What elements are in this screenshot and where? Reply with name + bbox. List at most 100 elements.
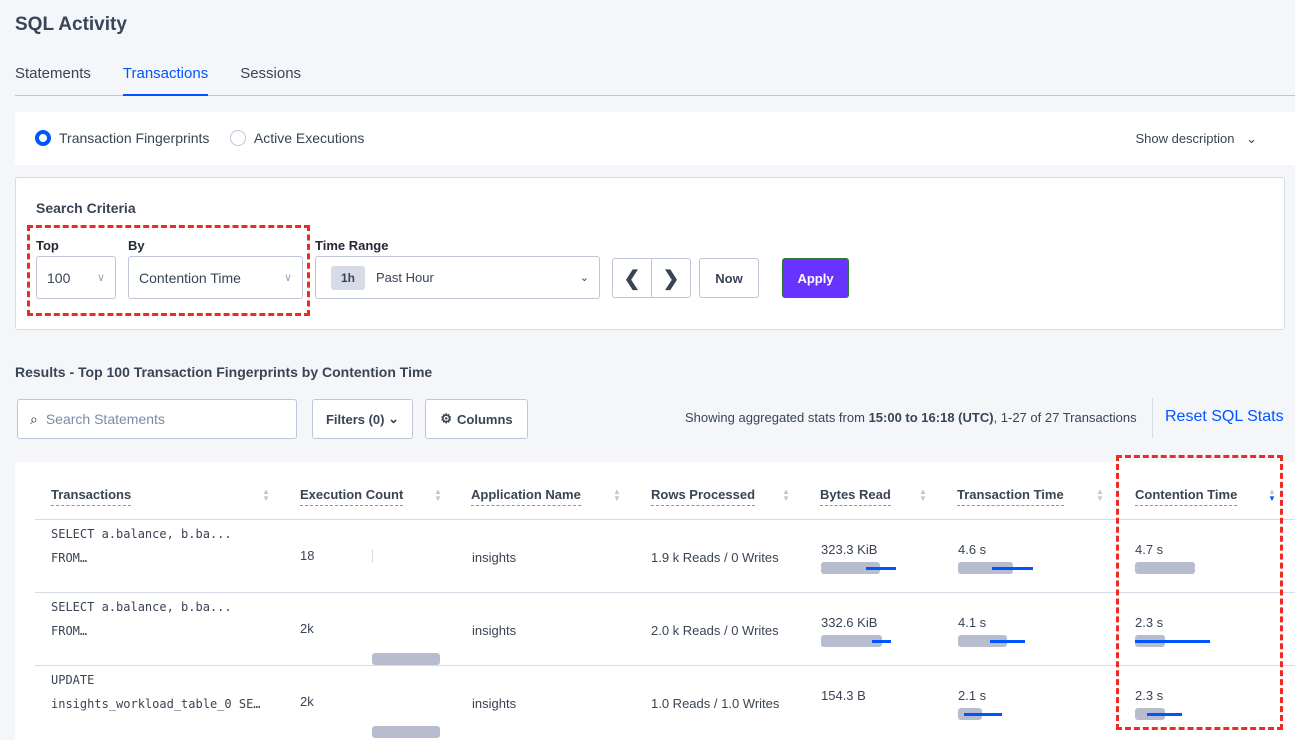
mean-bar <box>1135 562 1195 574</box>
radio-label: Transaction Fingerprints <box>59 130 210 146</box>
column-header[interactable]: Contention Time <box>1135 487 1238 506</box>
show-description-label: Show description <box>1135 131 1235 146</box>
stddev-line <box>1135 640 1211 643</box>
sort-icon[interactable]: ▲ ▼ <box>919 487 927 503</box>
application-name: insights <box>472 550 517 565</box>
transaction-query-line1[interactable]: UPDATE <box>51 673 95 687</box>
highlight-top-by <box>27 225 310 316</box>
mean-bar <box>958 635 1007 647</box>
contention-time: 2.3 s <box>1135 688 1164 703</box>
show-description-toggle[interactable]: Show description ⌄ <box>1135 131 1257 147</box>
stddev-line <box>990 640 1026 643</box>
chevron-right-icon: ❯ <box>662 267 680 290</box>
radio-label: Active Executions <box>253 130 365 146</box>
tab-statements[interactable]: Statements <box>15 65 91 82</box>
highlight-contention-time <box>1116 455 1283 730</box>
chevron-down-icon: ⌄ <box>388 411 400 426</box>
top-select[interactable]: 100 ∨ <box>36 256 116 299</box>
columns-button[interactable]: ⚙ Columns <box>425 399 528 439</box>
filters-button[interactable]: Filters (0) ⌄ <box>312 399 413 439</box>
apply-button[interactable]: Apply <box>782 258 849 298</box>
reset-sql-stats-link[interactable]: Reset SQL Stats <box>1165 408 1284 425</box>
view-selector: Transaction Fingerprints Active Executio… <box>15 112 1295 165</box>
table-row[interactable]: UPDATE insights_workload_table_0 SE… 2k ins… <box>35 665 1295 738</box>
sort-icon[interactable]: ▲ ▼ <box>434 487 442 503</box>
rows-processed: 1.9 k Reads / 0 Writes <box>651 550 779 565</box>
columns-label: Columns <box>457 411 513 427</box>
stats-summary: Showing aggregated stats from 15:00 to 1… <box>685 410 1137 425</box>
time-range-select[interactable]: 1h Past Hour ⌄ <box>315 256 600 299</box>
search-criteria-panel <box>15 177 1285 330</box>
time-range-label: Time Range <box>315 238 389 253</box>
transaction-query-line1[interactable]: SELECT a.balance, b.ba... <box>51 527 232 541</box>
results-heading: Results - Top 100 Transaction Fingerprin… <box>15 364 433 380</box>
application-name: insights <box>472 696 517 711</box>
radio-transaction-fingerprints[interactable]: Transaction Fingerprints <box>35 130 209 146</box>
sort-icon[interactable]: ▲ ▼ <box>1096 487 1104 503</box>
stddev-line <box>1147 713 1183 716</box>
page-title: SQL Activity <box>15 14 127 35</box>
execution-count: 2k <box>300 694 314 709</box>
sort-icon[interactable]: ▲ ▼ <box>1268 487 1276 503</box>
previous-time-button[interactable]: ❮ <box>612 258 652 298</box>
column-header[interactable]: Transactions <box>51 487 132 506</box>
chevron-down-icon: ∨ <box>283 272 292 284</box>
top-label: Top <box>36 238 59 253</box>
summary-range: 15:00 to 16:18 (UTC) <box>868 410 994 425</box>
by-select[interactable]: Contention Time ∨ <box>128 256 303 299</box>
bytes-read: 332.6 KiB <box>821 615 878 630</box>
time-badge: 1h <box>331 265 366 290</box>
transaction-query-line2[interactable]: FROM… <box>51 624 88 638</box>
transactions-table <box>15 462 1295 740</box>
contention-time: 4.7 s <box>1135 542 1164 557</box>
column-header[interactable]: Execution Count <box>300 487 404 506</box>
tab-sessions[interactable]: Sessions <box>240 65 302 82</box>
summary-suffix: , 1-27 of 27 Transactions <box>993 410 1137 425</box>
transaction-query-line2[interactable]: insights_workload_table_0 SE… <box>51 697 261 711</box>
stddev-line <box>964 713 1002 716</box>
rows-processed: 2.0 k Reads / 0 Writes <box>651 623 779 638</box>
transaction-query-line1[interactable]: SELECT a.balance, b.ba... <box>51 600 232 614</box>
gear-icon: ⚙ <box>440 411 453 426</box>
table-row[interactable]: SELECT a.balance, b.ba... FROM… 2k insights… <box>35 592 1295 665</box>
transaction-time[interactable]: 4.6 s <box>958 542 987 557</box>
tab-transactions[interactable]: Transactions <box>122 63 209 96</box>
tab-bar: Statements Transactions Sessions <box>15 63 1295 96</box>
next-time-button[interactable]: ❯ <box>651 258 691 298</box>
top-value: 100 <box>47 269 71 286</box>
rows-processed: 1.0 Reads / 1.0 Writes <box>651 696 780 711</box>
mean-bar <box>372 549 373 563</box>
radio-active-executions[interactable]: Active Executions <box>229 130 365 146</box>
bytes-read: 154.3 B <box>821 688 866 703</box>
mean-bar <box>372 653 440 665</box>
sort-icon[interactable]: ▲ ▼ <box>613 487 621 503</box>
contention-time: 2.3 s <box>1135 615 1164 630</box>
by-label: By <box>128 238 145 253</box>
column-header[interactable]: Rows Processed <box>651 487 756 506</box>
sort-icon[interactable]: ▲ ▼ <box>782 487 790 503</box>
stddev-line <box>991 567 1034 570</box>
execution-count: 2k <box>300 621 314 636</box>
search-icon: ⌕ <box>30 410 38 427</box>
transaction-query-line2[interactable]: FROM… <box>51 551 88 565</box>
column-header[interactable]: Transaction Time <box>957 487 1064 506</box>
sort-icon[interactable]: ▲ ▼ <box>262 487 270 503</box>
divider <box>1152 398 1153 438</box>
summary-prefix: Showing aggregated stats from <box>685 410 869 425</box>
table-row[interactable]: SELECT a.balance, b.ba... FROM… 18 insights… <box>35 519 1295 592</box>
stddev-line <box>865 567 897 570</box>
mean-bar <box>821 562 881 574</box>
by-value: Contention Time <box>139 269 241 286</box>
now-button[interactable]: Now <box>699 258 759 298</box>
filters-label: Filters (0) <box>325 411 385 427</box>
transaction-time[interactable]: 2.1 s <box>958 688 987 703</box>
transaction-time[interactable]: 4.1 s <box>958 615 987 630</box>
chevron-down-icon: ∨ <box>96 272 105 284</box>
radio-checked-icon <box>35 130 51 146</box>
search-statements-input[interactable]: ⌕ Search Statements <box>17 399 297 439</box>
search-placeholder: Search Statements <box>45 411 165 427</box>
column-header[interactable]: Bytes Read <box>820 487 891 506</box>
column-header[interactable]: Application Name <box>471 487 581 506</box>
stddev-line <box>872 640 892 643</box>
application-name: insights <box>472 623 517 638</box>
